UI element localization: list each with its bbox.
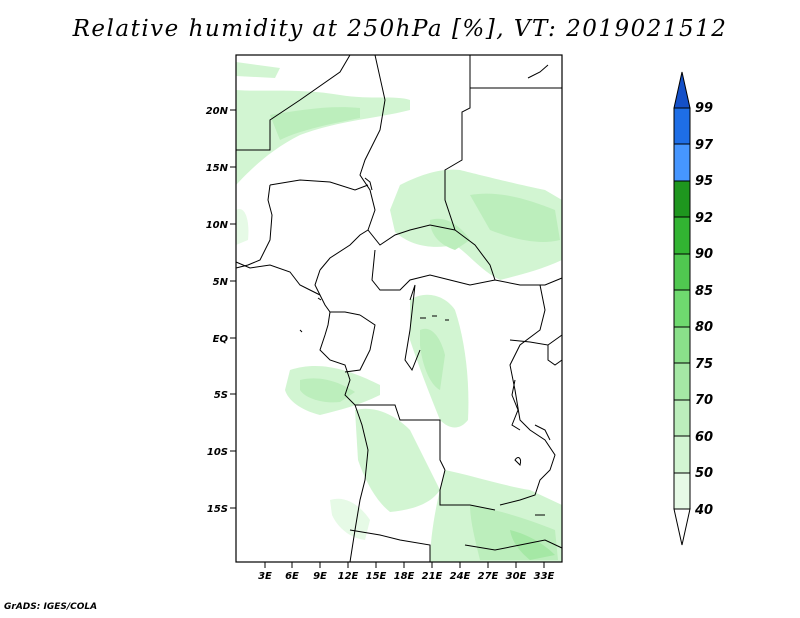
lon-tick-label: 18E bbox=[394, 571, 415, 582]
colorbar-label: 60 bbox=[695, 430, 713, 445]
colorbar-top-arrow bbox=[673, 71, 691, 109]
lon-tick-label: 24E bbox=[450, 571, 471, 582]
colorbar-label: 85 bbox=[695, 284, 713, 299]
colorbar-labels: 40 50 60 70 75 80 85 90 92 95 97 99 bbox=[694, 101, 714, 518]
colorbar-segment bbox=[673, 362, 691, 401]
lat-tick-label: 15N bbox=[206, 163, 229, 174]
lat-tick-label: 10N bbox=[206, 220, 229, 231]
lon-tick-label: 9E bbox=[313, 571, 327, 582]
colorbar-label: 75 bbox=[695, 357, 713, 372]
lat-tick-label: 5S bbox=[214, 390, 228, 401]
colorbar-segment bbox=[673, 326, 691, 364]
colorbar-segment bbox=[673, 435, 691, 474]
lat-tick-label: 20N bbox=[206, 106, 229, 117]
colorbar-segment bbox=[673, 289, 691, 328]
lat-axis: 20N 15N 10N 5N EQ 5S 10S 15S bbox=[206, 106, 236, 515]
colorbar-label: 90 bbox=[695, 247, 713, 262]
map-frame bbox=[235, 54, 563, 563]
country-borders bbox=[235, 54, 563, 563]
lon-tick-label: 6E bbox=[285, 571, 299, 582]
colorbar-label: 95 bbox=[695, 174, 713, 189]
credit-footer: GrADS: IGES/COLA bbox=[4, 602, 98, 612]
lat-tick-label: 5N bbox=[213, 277, 229, 288]
map-title: Relative humidity at 250hPa [%], VT: 201… bbox=[72, 16, 728, 42]
lon-tick-label: 12E bbox=[338, 571, 359, 582]
colorbar-label: 40 bbox=[694, 503, 713, 518]
lon-tick-label: 27E bbox=[478, 571, 499, 582]
colorbar-segment bbox=[673, 107, 691, 145]
colorbar-segment bbox=[673, 216, 691, 255]
colorbar-segment bbox=[673, 399, 691, 437]
colorbar-segment bbox=[673, 472, 691, 510]
colorbar-label: 80 bbox=[695, 320, 713, 335]
colorbar-label: 50 bbox=[695, 466, 713, 481]
colorbar-bottom-arrow bbox=[673, 508, 691, 546]
lon-axis: 3E 6E 9E 12E 15E 18E 21E 24E 27E 30E 33E bbox=[258, 562, 555, 582]
colorbar-label: 97 bbox=[695, 138, 714, 153]
colorbar-label: 99 bbox=[695, 101, 713, 116]
colorbar-segment bbox=[673, 143, 691, 182]
colorbar-label: 92 bbox=[695, 211, 713, 226]
colorbar-label: 70 bbox=[695, 393, 713, 408]
lon-tick-label: 21E bbox=[422, 571, 443, 582]
colorbar bbox=[673, 71, 691, 546]
lat-tick-label: 15S bbox=[207, 504, 228, 515]
colorbar-segment bbox=[673, 180, 691, 218]
lon-tick-label: 30E bbox=[506, 571, 527, 582]
lon-tick-label: 33E bbox=[534, 571, 555, 582]
lon-tick-label: 3E bbox=[258, 571, 272, 582]
lakes bbox=[299, 297, 545, 516]
lon-tick-label: 15E bbox=[366, 571, 387, 582]
colorbar-segment bbox=[673, 253, 691, 291]
humidity-shading bbox=[236, 62, 562, 562]
lat-tick-label: EQ bbox=[213, 334, 229, 345]
lat-tick-label: 10S bbox=[207, 447, 228, 458]
